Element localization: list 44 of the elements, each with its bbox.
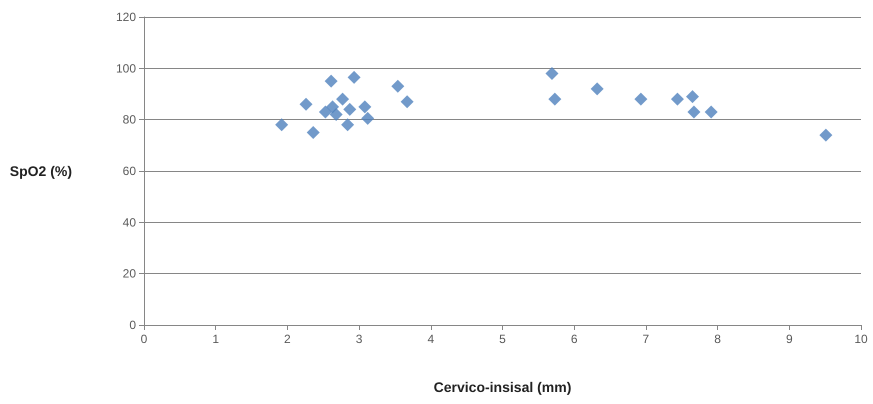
x-tick-label: 10	[854, 332, 868, 346]
point	[343, 102, 356, 116]
x-tick-label: 0	[140, 332, 148, 346]
point	[361, 112, 374, 125]
point	[704, 105, 718, 118]
point	[686, 90, 700, 104]
point	[819, 128, 832, 142]
point	[306, 126, 320, 139]
y-tick-label: 40	[122, 215, 136, 230]
x-tick-label: 6	[570, 332, 578, 346]
point	[300, 98, 313, 111]
point	[687, 105, 700, 118]
x-tick-label: 8	[714, 332, 722, 346]
point	[330, 108, 343, 122]
point	[545, 66, 558, 80]
y-axis-title: SpO2 (%)	[10, 163, 72, 179]
point	[548, 92, 562, 106]
point	[634, 92, 648, 106]
point	[324, 74, 338, 88]
y-tick-label: 80	[122, 112, 136, 127]
point	[358, 100, 372, 114]
point	[341, 118, 354, 132]
point	[391, 80, 404, 93]
point	[326, 100, 340, 114]
point	[275, 118, 288, 132]
x-tick-label: 2	[284, 332, 292, 346]
x-tick-label: 4	[427, 332, 434, 346]
point	[336, 92, 350, 106]
point	[590, 82, 604, 96]
point	[318, 105, 332, 118]
x-tick-label: 5	[499, 332, 506, 346]
point	[348, 70, 361, 84]
x-tick-label: 3	[356, 332, 363, 346]
point	[670, 92, 684, 106]
y-tick-label: 100	[116, 61, 136, 76]
y-tick-label: 20	[122, 266, 136, 281]
x-axis-title: Cervico-insisal (mm)	[434, 379, 572, 395]
x-tick-label: 1	[212, 332, 220, 346]
point	[400, 95, 414, 108]
y-tick-label: 60	[122, 164, 136, 178]
x-tick-label: 9	[786, 332, 793, 346]
y-tick-label: 0	[129, 318, 136, 332]
y-tick-label: 120	[116, 10, 136, 24]
x-tick-label: 7	[642, 332, 650, 346]
